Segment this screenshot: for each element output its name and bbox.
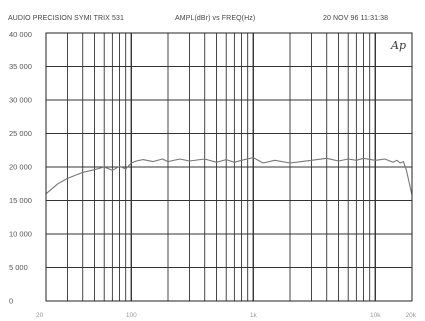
header-middle: AMPL(dBr) vs FREQ(Hz) [175, 15, 255, 22]
x-tick-label: 20 [36, 312, 44, 319]
y-tick-label: 25 000 [9, 129, 32, 138]
y-tick-label: 5 000 [9, 263, 28, 272]
y-tick-label: 30 000 [9, 96, 32, 105]
x-axis-ticks: 20 100 1k 10k 20k [36, 312, 417, 319]
y-tick-label: 10 000 [9, 230, 32, 239]
y-tick-label: 0 [9, 297, 13, 306]
ap-logo: Ap [390, 39, 406, 52]
header-left: AUDIO PRECISION SYMI TRIX 531 [8, 15, 124, 22]
y-axis-ticks: 40 000 35 000 30 000 25 000 20 000 15 000 10 0… [9, 30, 32, 306]
chart-grid [46, 33, 412, 301]
x-tick-label: 1k [250, 312, 258, 319]
series-layer [45, 157, 413, 196]
y-tick-label: 35 000 [9, 62, 32, 71]
y-tick-label: 40 000 [9, 30, 32, 39]
plot-frame [45, 32, 413, 302]
y-tick-label: 15 000 [9, 196, 32, 205]
y-tick-label: 20 000 [9, 163, 32, 172]
series-line-0 [45, 157, 413, 196]
header-right: 20 NOV 96 11:31:38 [323, 15, 388, 22]
x-tick-label: 100 [126, 312, 137, 319]
x-tick-label: 10k [370, 312, 381, 319]
x-tick-label: 20k [406, 312, 417, 319]
